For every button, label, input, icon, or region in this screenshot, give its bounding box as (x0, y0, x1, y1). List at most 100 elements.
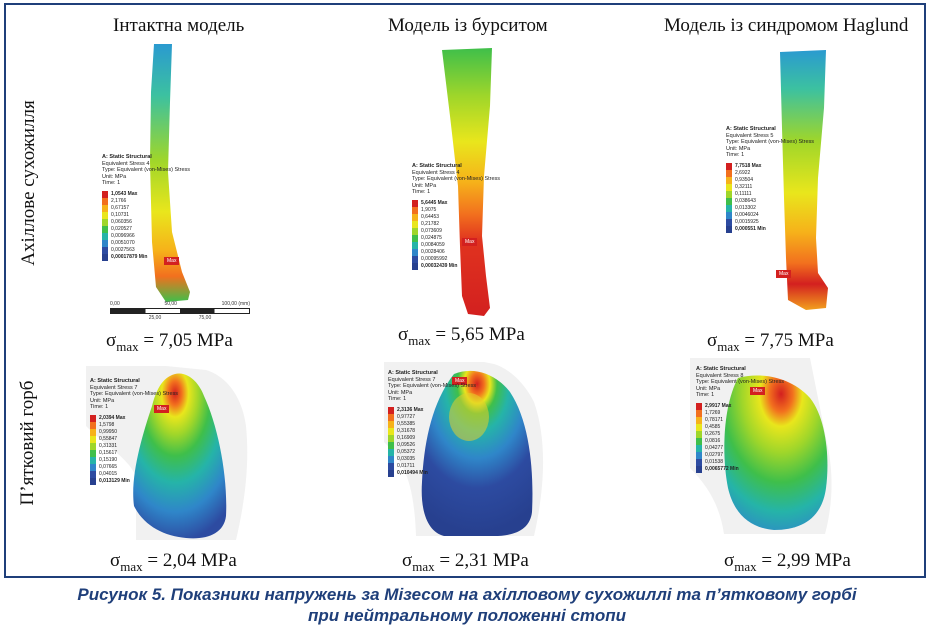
legend-level: 0,073609 (421, 228, 442, 234)
legend-min: 0,013129 Min (99, 478, 130, 484)
legend-intact-heel: A: Static Structural Equivalent Stress 7… (90, 378, 178, 485)
row-label-calcaneus: П’ятковий горб (17, 380, 38, 506)
sigma-value: = 7,05 MPa (143, 330, 233, 351)
legend-level: 0,0816 (705, 438, 721, 444)
legend-type: Type: Equivalent (von-Mises) Stress (90, 391, 179, 397)
legend-title: A: Static Structural (102, 154, 152, 160)
sigma-bursitis-heel: σmax = 2,31 MPa (402, 550, 529, 575)
legend-level: 0,024875 (421, 235, 442, 241)
sigma-intact-heel: σmax = 2,04 MPa (110, 550, 237, 575)
legend-min: 0,0065772 Min (705, 466, 739, 472)
legend-result-name: Equivalent Stress 7 (388, 376, 436, 383)
sigma-symbol: σ (724, 550, 735, 571)
sigma-value: = 5,65 MPa (435, 324, 525, 345)
legend-level: 0,64453 (421, 214, 440, 220)
legend-min: 0,000551 Min (735, 226, 766, 232)
legend-level: 0,67157 (111, 205, 130, 211)
sigma-value: = 2,99 MPa (761, 550, 851, 571)
legend-intact-tendon: A: Static Structural Equivalent Stress 4… (102, 154, 190, 261)
max-tag-bursitis: Max (462, 238, 478, 246)
legend-result-name: Equivalent Stress 5 (726, 132, 774, 139)
sigma-subscript: max (120, 558, 143, 574)
scale-bar: 0,00 50,00 100,00 (mm) 25,00 75,00 (110, 301, 250, 321)
legend-level: 0,4585 (705, 424, 721, 430)
legend-unit: Unit: MPa (696, 385, 721, 392)
legend-level: 0,99950 (99, 429, 118, 435)
tendon-model-haglund (780, 50, 828, 310)
caption-line-2: при нейтральному положенні стопи (308, 606, 626, 625)
legend-max: 5,6445 Max (421, 200, 448, 206)
max-tag-haglund-heel: Max (750, 387, 766, 395)
heel-model-bursitis (384, 362, 556, 536)
legend-time: Time: 1 (388, 396, 407, 402)
legend-level: 0,04277 (705, 445, 724, 451)
legend-level: 0,020527 (111, 226, 132, 232)
legend-haglund-heel: A: Static Structural Equivalent Stress 8… (696, 366, 784, 473)
sigma-symbol: σ (110, 550, 121, 571)
legend-level: 1,5798 (99, 422, 115, 428)
max-tag-intact: Max (164, 257, 180, 265)
sigma-haglund-heel: σmax = 2,99 MPa (724, 550, 851, 575)
max-tag-bursitis-heel: Max (452, 377, 468, 385)
legend-level: 0,2675 (705, 431, 721, 437)
scale-tick-100: 100,00 (mm) (221, 301, 250, 307)
sigma-haglund-tendon: σmax = 7,75 MPa (707, 330, 834, 355)
sigma-value: = 2,04 MPa (147, 550, 237, 571)
row-label-achilles: Ахіллове сухожилля (18, 100, 39, 266)
legend-level: 0,0096966 (111, 233, 135, 239)
panel-haglund-heel: Max (690, 358, 840, 534)
sigma-symbol: σ (398, 324, 409, 345)
legend-unit: Unit: MPa (726, 145, 751, 152)
legend-unit: Unit: MPa (388, 389, 413, 396)
scale-tick-0: 0,00 (110, 301, 120, 307)
legend-level: 0,15617 (99, 450, 118, 456)
max-tag-haglund: Max (776, 270, 792, 278)
legend-level: 0,03035 (397, 456, 416, 462)
legend-level: 0,78171 (705, 417, 724, 423)
legend-level: 0,11111 (735, 191, 752, 197)
legend-type: Type: Equivalent (von-Mises) Stress (388, 383, 477, 389)
legend-result-name: Equivalent Stress 4 (102, 160, 150, 167)
legend-type: Type: Equivalent (von-Mises) Stress (726, 139, 815, 145)
legend-level: 0,21782 (421, 221, 440, 227)
legend-result-name: Equivalent Stress 8 (696, 372, 744, 379)
sigma-value: = 2,31 MPa (439, 550, 529, 571)
legend-unit: Unit: MPa (412, 182, 437, 189)
legend-min: 0,00017879 Min (111, 254, 148, 260)
legend-max: 7,7518 Max (735, 163, 762, 169)
sigma-subscript: max (717, 338, 740, 354)
legend-time: Time: 1 (90, 404, 109, 410)
legend-level: 0,02797 (705, 452, 724, 458)
legend-level: 0,01711 (397, 463, 415, 469)
column-title-intact: Інтактна модель (113, 15, 245, 36)
legend-level: 0,0027563 (111, 247, 135, 253)
legend-level: 0,31331 (99, 443, 118, 449)
legend-bursitis-heel: A: Static Structural Equivalent Stress 7… (388, 370, 476, 477)
scale-tick-75: 75,00 (198, 315, 212, 321)
legend-level: 0,32111 (735, 184, 753, 190)
legend-max: 1,0543 Max (111, 191, 138, 197)
scale-tick-50: 50,00 (164, 301, 177, 307)
legend-level: 0,0046024 (735, 212, 759, 218)
legend-level: 0,013302 (735, 205, 756, 211)
legend-title: A: Static Structural (412, 163, 462, 169)
legend-time: Time: 1 (412, 189, 431, 195)
legend-level: 1,9075 (421, 207, 437, 213)
scale-tick-25: 25,00 (148, 315, 162, 321)
legend-bursitis-tendon: A: Static Structural Equivalent Stress 4… (412, 163, 500, 270)
heel-model-haglund (690, 358, 840, 534)
legend-title: A: Static Structural (388, 370, 438, 376)
figure-caption: Рисунок 5. Показники напружень за Мізесо… (0, 584, 934, 626)
panel-bursitis-heel: Max (384, 362, 556, 536)
sigma-subscript: max (408, 332, 431, 348)
legend-type: Type: Equivalent (von-Mises) Stress (102, 167, 191, 173)
legend-time: Time: 1 (726, 152, 745, 158)
legend-unit: Unit: MPa (102, 173, 127, 180)
legend-level: 0,0051070 (111, 240, 135, 246)
legend-title: A: Static Structural (90, 378, 140, 384)
legend-level: 0,0015925 (735, 219, 759, 225)
sigma-subscript: max (734, 558, 757, 574)
legend-level: 0,15190 (99, 457, 118, 463)
sigma-value: = 7,75 MPa (744, 330, 834, 351)
legend-min: 0,010494 Min (397, 470, 428, 476)
